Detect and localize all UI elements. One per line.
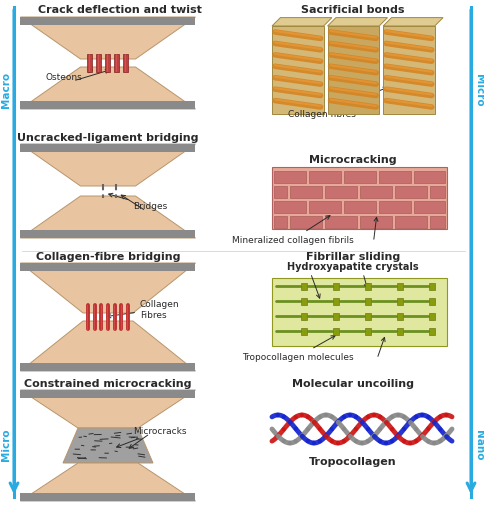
Text: Bridges: Bridges [108,194,167,211]
Text: Hydroxyapatite crystals: Hydroxyapatite crystals [287,262,418,271]
Bar [106,55,110,73]
Bar [272,27,323,115]
Polygon shape [382,18,442,27]
Text: Fibrillar sliding: Fibrillar sliding [305,251,399,262]
Bar [308,202,340,214]
Polygon shape [20,363,195,371]
Polygon shape [20,321,195,371]
Polygon shape [20,102,195,110]
Bar [413,172,444,184]
Bar [396,298,402,305]
Bar [428,313,434,320]
Text: Constrained microcracking: Constrained microcracking [24,378,191,388]
Text: Uncracked-ligament bridging: Uncracked-ligament bridging [17,133,198,143]
Text: Sacrificial bonds: Sacrificial bonds [301,5,404,15]
Bar [98,55,99,73]
Bar [289,216,321,229]
Text: Molecular uncoiling: Molecular uncoiling [291,378,413,388]
Bar [343,202,375,214]
Text: Micro: Micro [473,73,483,106]
Bar [364,298,370,305]
Bar [333,283,338,290]
Bar [378,172,410,184]
Bar [333,298,338,305]
Bar [429,216,444,229]
Bar [428,328,434,335]
Bar [413,202,444,214]
Text: Microcracks: Microcracks [116,426,186,447]
Polygon shape [20,145,195,153]
Bar [324,216,356,229]
Bar [273,216,287,229]
Bar [333,313,338,320]
Polygon shape [20,231,195,239]
Bar [308,172,340,184]
Bar [116,55,117,73]
Bar [428,298,434,305]
Bar [289,187,321,199]
Text: Collagen-fibre bridging: Collagen-fibre bridging [36,251,180,262]
Bar [378,202,410,214]
Polygon shape [20,463,195,501]
Polygon shape [20,390,195,398]
Bar [364,313,370,320]
Bar [272,278,446,346]
Polygon shape [63,428,152,463]
Bar [333,328,338,335]
Bar [87,55,92,73]
Bar [394,187,426,199]
Bar [301,298,306,305]
Polygon shape [20,145,195,187]
Text: Mineralized collagen fibrils: Mineralized collagen fibrils [232,216,353,244]
Text: Micro: Micro [1,428,11,461]
Bar [382,27,434,115]
Bar [364,283,370,290]
Bar [96,55,101,73]
Bar [301,313,306,320]
Polygon shape [20,68,195,110]
Text: Crack deflection and twist: Crack deflection and twist [38,5,201,15]
Bar [114,55,119,73]
Polygon shape [327,18,387,27]
Bar [273,187,287,199]
Bar [123,55,128,73]
Bar [359,187,391,199]
Bar [428,283,434,290]
Text: Microcracking: Microcracking [308,155,396,165]
Text: Osteons: Osteons [46,70,92,82]
Bar [396,328,402,335]
Bar [343,172,375,184]
Polygon shape [272,18,331,27]
Bar [273,172,305,184]
Text: Collagen fibres: Collagen fibres [287,88,386,119]
Bar [396,283,402,290]
Bar [359,216,391,229]
Polygon shape [20,196,195,239]
Bar [107,55,108,73]
Text: Macro: Macro [1,72,11,108]
Text: Nano: Nano [473,429,483,459]
Bar [301,328,306,335]
Text: Tropocollagen: Tropocollagen [308,456,396,466]
Polygon shape [20,493,195,501]
Bar [396,313,402,320]
Polygon shape [20,264,195,314]
Bar [327,27,378,115]
Text: Tropocollagen molecules: Tropocollagen molecules [242,336,353,361]
Text: Collagen
Fibres: Collagen Fibres [106,300,179,319]
Polygon shape [20,18,195,26]
Bar [89,55,91,73]
Bar [324,187,356,199]
Bar [272,167,446,230]
Bar [125,55,126,73]
Bar [394,216,426,229]
Polygon shape [20,264,195,271]
Bar [273,202,305,214]
Polygon shape [20,390,195,428]
Bar [301,283,306,290]
Bar [364,328,370,335]
Bar [429,187,444,199]
Polygon shape [20,18,195,60]
